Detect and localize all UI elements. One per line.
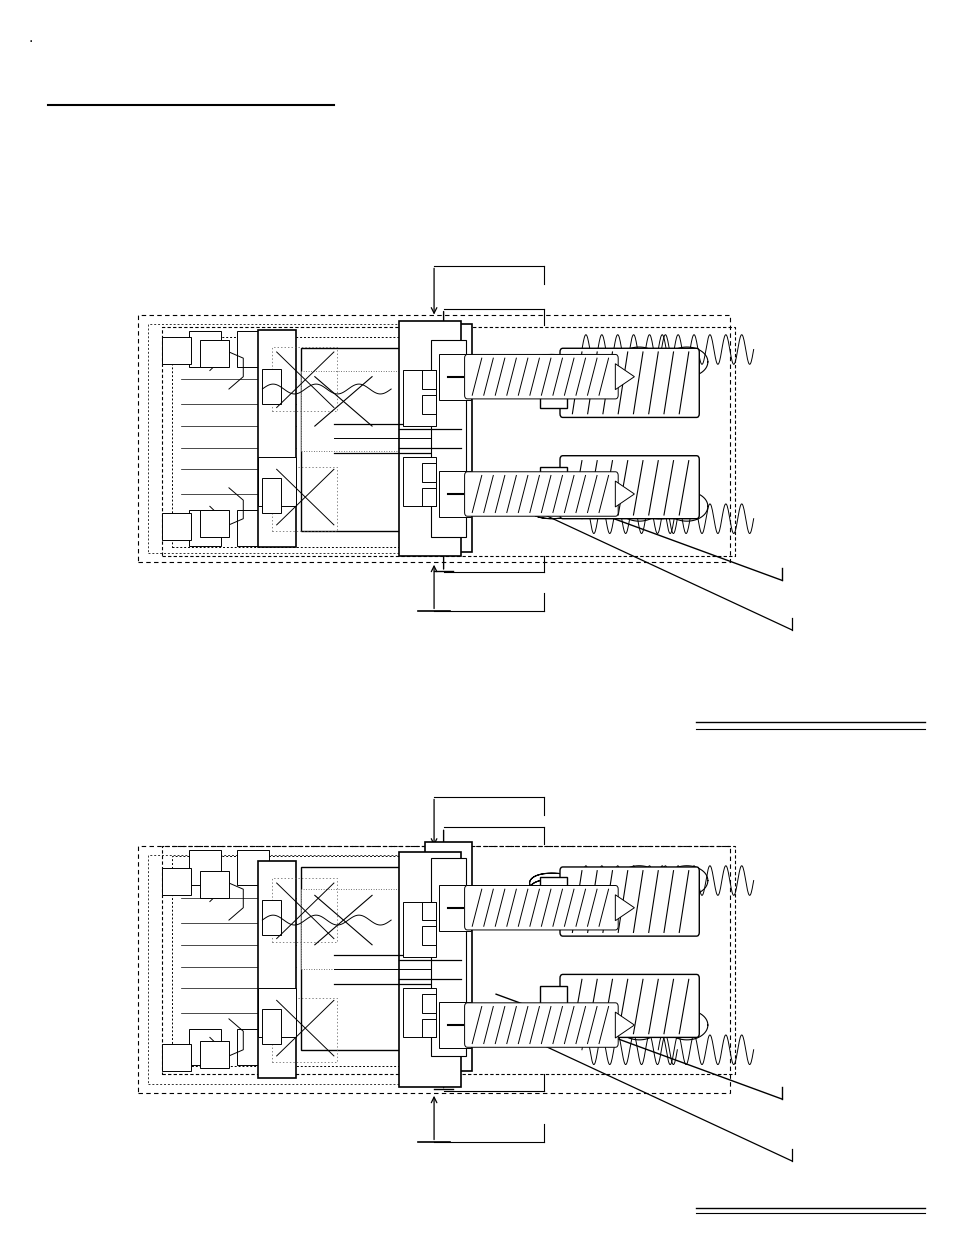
Bar — [424, 842, 472, 1071]
Bar — [300, 348, 434, 531]
Bar — [257, 457, 295, 506]
Bar — [421, 395, 436, 414]
Polygon shape — [615, 363, 634, 389]
FancyBboxPatch shape — [236, 850, 269, 885]
FancyBboxPatch shape — [464, 1003, 618, 1047]
FancyBboxPatch shape — [438, 885, 471, 931]
Bar — [398, 852, 460, 1087]
FancyBboxPatch shape — [189, 1029, 221, 1065]
FancyBboxPatch shape — [559, 348, 699, 417]
FancyBboxPatch shape — [300, 370, 410, 451]
Bar — [421, 902, 436, 920]
Bar — [421, 370, 436, 389]
FancyBboxPatch shape — [236, 1029, 269, 1065]
FancyBboxPatch shape — [189, 331, 221, 367]
Bar — [402, 457, 436, 506]
FancyBboxPatch shape — [464, 885, 618, 930]
FancyBboxPatch shape — [236, 510, 269, 546]
FancyBboxPatch shape — [200, 871, 229, 898]
FancyBboxPatch shape — [200, 1041, 229, 1068]
FancyBboxPatch shape — [189, 850, 221, 885]
FancyBboxPatch shape — [464, 472, 618, 516]
Bar — [300, 867, 434, 1050]
FancyBboxPatch shape — [162, 337, 191, 364]
Text: .: . — [29, 31, 33, 44]
FancyBboxPatch shape — [438, 1003, 471, 1047]
FancyBboxPatch shape — [438, 353, 471, 400]
FancyBboxPatch shape — [438, 471, 471, 516]
Bar — [431, 858, 465, 1056]
FancyBboxPatch shape — [162, 513, 191, 540]
Bar — [138, 315, 729, 562]
FancyBboxPatch shape — [162, 868, 191, 895]
FancyBboxPatch shape — [559, 456, 699, 519]
Polygon shape — [615, 1013, 634, 1037]
Bar — [262, 900, 281, 935]
FancyBboxPatch shape — [539, 877, 566, 926]
Bar — [402, 370, 436, 426]
Bar — [257, 330, 295, 547]
Bar — [402, 988, 436, 1037]
Bar — [431, 340, 465, 537]
Bar — [262, 478, 281, 513]
Bar — [421, 1019, 436, 1037]
Bar — [138, 846, 729, 1093]
Bar — [272, 998, 336, 1062]
Bar — [262, 369, 281, 404]
FancyBboxPatch shape — [300, 889, 410, 969]
Bar — [257, 861, 295, 1078]
FancyBboxPatch shape — [559, 867, 699, 936]
Bar — [421, 488, 436, 506]
FancyBboxPatch shape — [559, 974, 699, 1037]
FancyBboxPatch shape — [539, 358, 566, 408]
Bar — [421, 463, 436, 482]
Bar — [272, 347, 336, 411]
Bar — [272, 878, 336, 942]
FancyBboxPatch shape — [189, 510, 221, 546]
Bar — [272, 467, 336, 531]
Bar — [148, 324, 434, 553]
FancyBboxPatch shape — [464, 354, 618, 399]
Bar — [398, 321, 460, 556]
FancyBboxPatch shape — [200, 510, 229, 537]
Bar — [424, 324, 472, 552]
Polygon shape — [615, 482, 634, 506]
Bar — [421, 994, 436, 1013]
Bar — [148, 855, 434, 1084]
FancyBboxPatch shape — [200, 340, 229, 367]
FancyBboxPatch shape — [539, 986, 566, 1028]
Bar — [402, 902, 436, 957]
Bar — [257, 988, 295, 1037]
Bar — [262, 1009, 281, 1044]
FancyBboxPatch shape — [539, 467, 566, 509]
FancyBboxPatch shape — [236, 331, 269, 367]
Polygon shape — [615, 894, 634, 921]
FancyBboxPatch shape — [162, 1044, 191, 1071]
Bar — [421, 926, 436, 945]
